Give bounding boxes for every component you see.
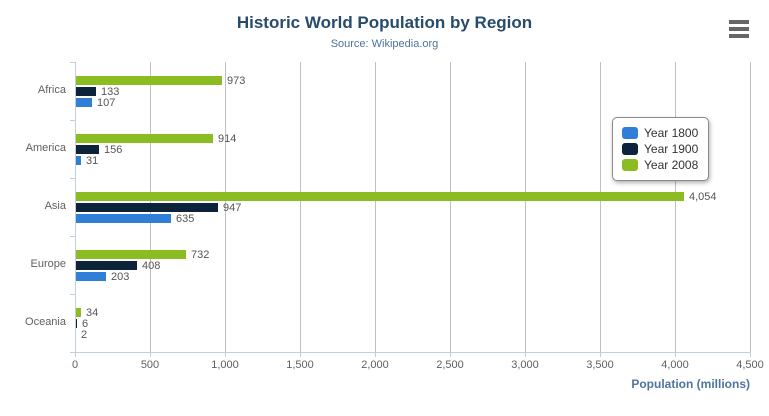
gridline [600,62,601,352]
data-label: 732 [191,249,210,261]
x-axis-tick [600,352,601,357]
bar-asia-year-1800[interactable] [76,214,171,223]
bar-africa-year-1900[interactable] [76,87,96,96]
x-axis-tick [750,352,751,357]
data-label: 635 [176,213,195,225]
legend-item-year-2008[interactable]: Year 2008 [622,157,698,173]
x-axis-tick [300,352,301,357]
bar-asia-year-2008[interactable] [76,192,684,201]
legend-label: Year 1900 [644,142,699,156]
x-axis-tick-label: 2,500 [436,359,464,371]
bar-africa-year-1800[interactable] [76,98,92,107]
gridline [300,62,301,352]
category-axis-tick [70,62,75,63]
chart-subtitle: Source: Wikipedia.org [330,38,439,50]
x-axis-tick [75,352,76,357]
bar-america-year-1900[interactable] [76,145,99,154]
gridline [750,62,751,352]
gridline [450,62,451,352]
bar-oceania-year-1900[interactable] [76,319,77,328]
x-axis-tick [525,352,526,357]
bar-europe-year-1900[interactable] [76,261,137,270]
data-label: 914 [218,133,237,145]
bar-america-year-1800[interactable] [76,156,81,165]
category-axis-tick [70,294,75,295]
data-label: 156 [104,144,123,156]
category-label-europe: Europe [30,258,66,270]
x-axis-tick [150,352,151,357]
data-label: 133 [101,86,120,98]
data-label: 973 [227,75,246,87]
hamburger-icon-bar [729,27,749,31]
x-axis-tick-label: 4,500 [736,359,764,371]
plot-area: 973 133 107 914 156 31 4,054 947 635 732 408 203 34 6… [70,62,751,353]
export-menu-button[interactable] [729,20,751,38]
hamburger-icon-bar [729,34,749,38]
x-axis-tick [375,352,376,357]
gridline [225,62,226,352]
x-axis-tick-label: 4,000 [661,359,689,371]
data-label: 34 [86,307,99,319]
legend: Year 1800 Year 1900 Year 2008 [612,117,710,181]
bar-oceania-year-2008[interactable] [76,308,81,317]
bar-africa-year-2008[interactable] [76,76,222,85]
data-label: 4,054 [689,191,717,203]
category-axis-tick [70,236,75,237]
legend-label: Year 1800 [644,126,699,140]
gridline [675,62,676,352]
legend-item-year-1900[interactable]: Year 1900 [622,141,698,157]
legend-swatch-icon [622,143,638,155]
data-label: 203 [111,271,130,283]
x-axis-tick-label: 0 [71,359,79,371]
legend-swatch-icon [622,159,638,171]
x-axis-tick-label: 500 [140,359,160,371]
gridline [375,62,376,352]
x-axis-tick-label: 1,500 [286,359,314,371]
data-label: 6 [82,318,89,330]
bar-europe-year-1800[interactable] [76,272,106,281]
category-label-america: America [25,142,66,154]
data-label: 107 [97,97,116,109]
category-label-oceania: Oceania [25,316,66,328]
legend-swatch-icon [622,127,638,139]
category-axis-tick [70,352,75,353]
x-axis-tick [450,352,451,357]
legend-item-year-1800[interactable]: Year 1800 [622,125,698,141]
data-label: 408 [142,260,161,272]
bar-america-year-2008[interactable] [76,134,213,143]
bar-asia-year-1900[interactable] [76,203,218,212]
category-axis-tick [70,178,75,179]
category-label-asia: Asia [44,200,66,212]
x-axis-tick [675,352,676,357]
legend-label: Year 2008 [644,158,699,172]
data-label: 947 [223,202,242,214]
hamburger-icon-bar [729,20,749,24]
x-axis-tick [225,352,226,357]
data-label: 2 [81,329,88,341]
x-axis-title: Population (millions) [631,377,750,391]
chart-title: Historic World Population by Region [236,13,533,32]
x-axis-tick-label: 3,500 [586,359,614,371]
category-label-africa: Africa [37,84,66,96]
x-axis-tick-label: 2,000 [361,359,389,371]
category-axis-tick [70,120,75,121]
data-label: 31 [86,155,99,167]
x-axis-tick-label: 1,000 [211,359,239,371]
gridline [525,62,526,352]
x-axis-tick-label: 3,000 [511,359,539,371]
bar-europe-year-2008[interactable] [76,250,186,259]
